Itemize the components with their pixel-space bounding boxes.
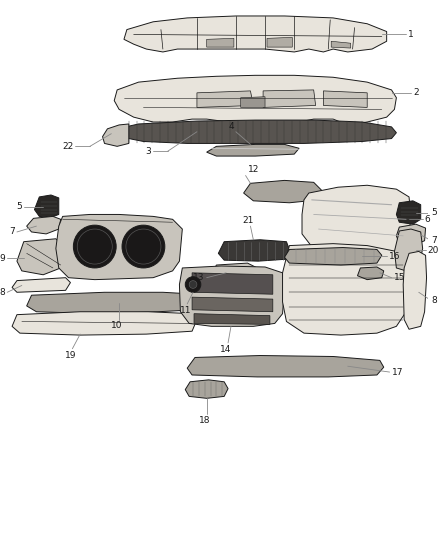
Text: 2: 2 [413, 88, 419, 98]
Text: 4: 4 [228, 122, 234, 131]
Polygon shape [241, 96, 265, 108]
Polygon shape [395, 229, 423, 271]
Polygon shape [207, 144, 299, 156]
Polygon shape [263, 90, 316, 108]
Polygon shape [302, 185, 411, 257]
Circle shape [74, 225, 116, 268]
Polygon shape [185, 380, 228, 398]
Text: 11: 11 [180, 306, 191, 315]
Polygon shape [396, 201, 421, 224]
Polygon shape [27, 216, 61, 234]
Polygon shape [207, 38, 234, 47]
Polygon shape [56, 214, 182, 280]
Polygon shape [187, 356, 384, 377]
Text: 7: 7 [431, 236, 437, 245]
Text: 16: 16 [389, 252, 400, 261]
Polygon shape [218, 240, 290, 261]
Polygon shape [357, 267, 384, 280]
Polygon shape [117, 120, 396, 143]
Text: 8: 8 [0, 288, 5, 297]
Polygon shape [283, 244, 409, 335]
Text: 5: 5 [431, 208, 437, 217]
Text: 10: 10 [111, 321, 123, 330]
Polygon shape [267, 37, 292, 47]
Polygon shape [403, 252, 427, 329]
Circle shape [189, 280, 197, 288]
Polygon shape [12, 312, 197, 335]
Polygon shape [285, 247, 382, 265]
Text: 17: 17 [392, 368, 403, 376]
Polygon shape [323, 91, 367, 108]
Text: 7: 7 [9, 228, 15, 237]
Polygon shape [12, 278, 71, 292]
Polygon shape [114, 75, 396, 125]
Text: 22: 22 [62, 142, 74, 151]
Polygon shape [192, 297, 273, 312]
Text: 1: 1 [408, 30, 414, 39]
Text: 19: 19 [65, 351, 76, 360]
Text: 15: 15 [393, 273, 405, 282]
Text: 12: 12 [247, 165, 259, 174]
Text: 9: 9 [0, 254, 5, 263]
Text: 21: 21 [243, 216, 254, 225]
Circle shape [122, 225, 165, 268]
Polygon shape [197, 91, 253, 108]
Circle shape [185, 277, 201, 292]
Text: 8: 8 [431, 296, 437, 304]
Polygon shape [192, 273, 273, 294]
Polygon shape [124, 16, 387, 52]
Polygon shape [180, 266, 285, 326]
Polygon shape [396, 224, 426, 246]
Text: 6: 6 [424, 215, 431, 224]
Text: 20: 20 [427, 246, 438, 255]
Polygon shape [331, 41, 351, 48]
Polygon shape [244, 180, 321, 203]
Text: 3: 3 [145, 147, 151, 156]
Text: 14: 14 [220, 345, 232, 354]
Polygon shape [102, 124, 129, 147]
Polygon shape [27, 292, 202, 314]
Polygon shape [35, 195, 59, 217]
Text: 5: 5 [16, 202, 22, 211]
Text: 13: 13 [193, 273, 205, 282]
Text: 18: 18 [199, 416, 211, 425]
Polygon shape [212, 263, 257, 282]
Polygon shape [194, 314, 270, 325]
Polygon shape [17, 239, 66, 275]
